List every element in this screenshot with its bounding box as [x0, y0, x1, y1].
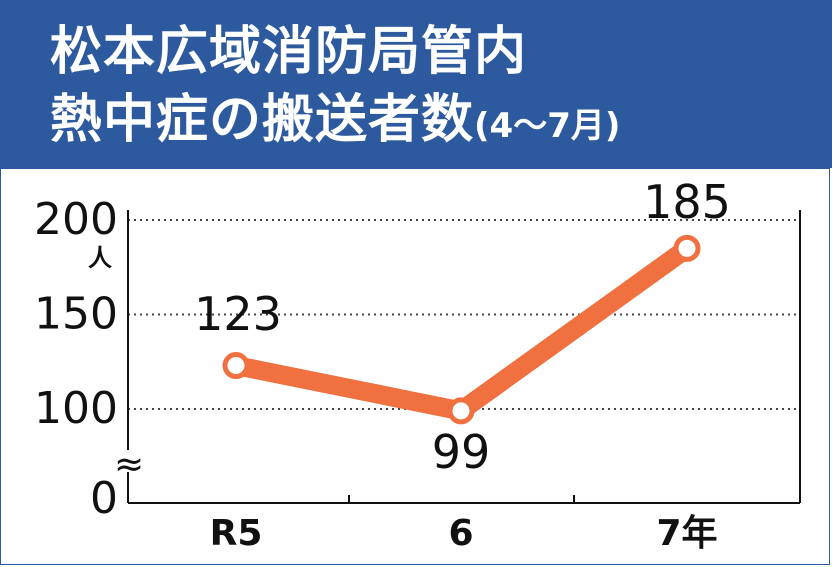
data-label-0: 123 — [194, 287, 282, 341]
data-label-2: 185 — [643, 175, 731, 229]
chart-frame — [0, 168, 830, 565]
data-point-0 — [222, 352, 250, 380]
axis-break-mark: ≈ — [114, 444, 144, 485]
series-line — [226, 238, 697, 421]
y-tick-label-200: 200 — [34, 194, 118, 245]
x-tick-label-1: 6 — [448, 513, 473, 554]
chart-title-line2: 熱中症の搬送者数(4～7月) — [50, 94, 620, 146]
data-label-1: 99 — [432, 425, 491, 479]
data-point-2 — [673, 234, 701, 262]
x-tick-label-2: 7年 — [656, 513, 717, 554]
chart-header: 松本広域消防局管内 熱中症の搬送者数(4～7月) — [0, 0, 832, 168]
y-tick-label-100: 100 — [34, 383, 118, 434]
chart-title-line1: 松本広域消防局管内 — [50, 22, 528, 82]
chart-title-period: (4～7月) — [474, 106, 621, 146]
data-point-1 — [447, 397, 475, 425]
y-tick-label-150: 150 — [34, 289, 118, 340]
y-unit-label: 人 — [88, 244, 112, 272]
chart-title-main: 熱中症の搬送者数 — [50, 90, 475, 150]
y-tick-label-0: 0 — [90, 473, 118, 524]
x-tick-label-0: R5 — [210, 513, 263, 554]
